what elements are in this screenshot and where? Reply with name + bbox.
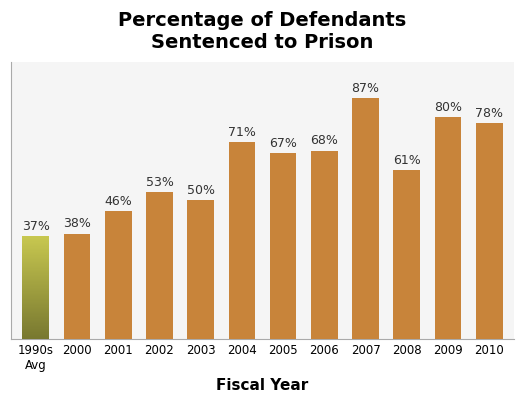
X-axis label: Fiscal Year: Fiscal Year [216,378,309,393]
Title: Percentage of Defendants
Sentenced to Prison: Percentage of Defendants Sentenced to Pr… [118,11,407,52]
Text: 80%: 80% [434,101,462,114]
Bar [270,154,297,339]
Bar [187,200,214,339]
Bar [393,170,420,339]
Text: 71%: 71% [228,126,256,139]
Text: 67%: 67% [269,137,297,150]
Text: 87%: 87% [352,82,380,95]
Text: 46%: 46% [104,195,132,208]
Text: 78%: 78% [475,107,503,120]
Bar [105,211,132,339]
Bar [64,234,90,339]
Text: 53%: 53% [145,176,173,189]
Bar [352,98,379,339]
Text: 38%: 38% [63,217,91,230]
Bar [476,123,502,339]
Bar [228,142,255,339]
Text: 61%: 61% [393,154,421,166]
Text: 50%: 50% [187,184,215,197]
Text: 37%: 37% [22,220,50,233]
Text: 68%: 68% [310,134,338,147]
Bar [146,192,173,339]
Bar [435,117,461,339]
Bar [311,151,338,339]
